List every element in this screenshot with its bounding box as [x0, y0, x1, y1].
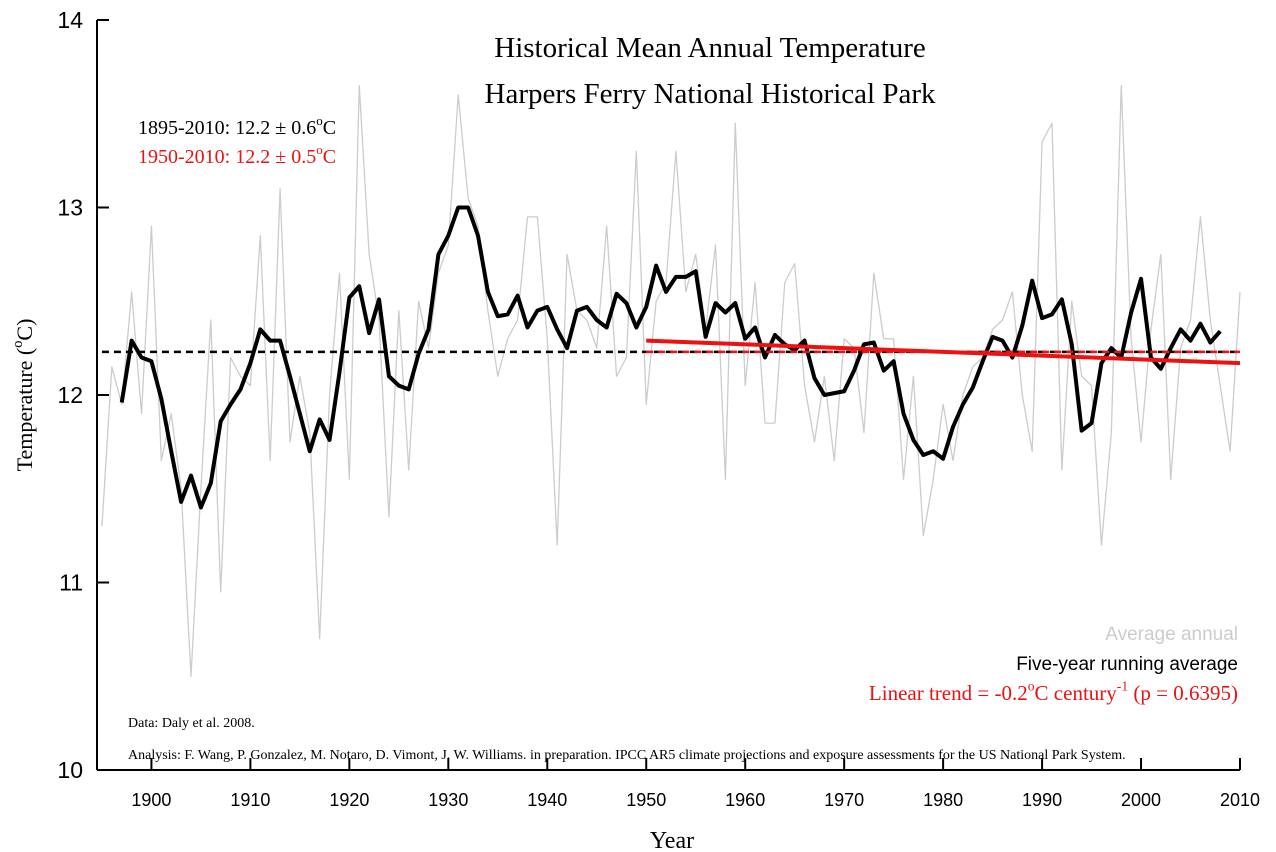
y-tick-label: 12 — [57, 382, 83, 408]
stat-annotation: 1950-2010: 12.2 ± 0.5oC — [138, 142, 336, 168]
stat-annotation: 1895-2010: 12.2 ± 0.6oC — [138, 113, 336, 139]
x-tick-label: 1920 — [329, 790, 369, 810]
x-tick-label: 2000 — [1121, 790, 1161, 810]
x-axis-label: Year — [650, 828, 694, 852]
y-tick-label: 14 — [57, 7, 83, 33]
source-note: Data: Daly et al. 2008. — [128, 716, 255, 731]
text-part: C) — [12, 319, 37, 341]
text-part: o — [316, 142, 323, 157]
chart-title: Harpers Ferry National Historical Park — [485, 78, 936, 110]
text-part: o — [10, 341, 26, 348]
text-part: C — [323, 117, 336, 139]
text-part: o — [1028, 679, 1035, 694]
x-tick-label: 1930 — [428, 790, 468, 810]
x-tick-label: 1900 — [131, 790, 171, 810]
text-part: o — [316, 113, 323, 128]
text-part: Linear trend = -0.2 — [869, 681, 1028, 705]
series-line — [119, 205, 1222, 510]
y-tick-label: 11 — [59, 570, 83, 596]
x-tick-label: 1960 — [725, 790, 765, 810]
text-part: Temperature ( — [12, 348, 37, 472]
source-note: Analysis: F. Wang, P. Gonzalez, M. Notar… — [128, 748, 1126, 763]
chart-title: Historical Mean Annual Temperature — [494, 32, 926, 64]
x-tick-label: 1910 — [230, 790, 270, 810]
x-tick-label: 2010 — [1220, 790, 1260, 810]
legend-entry: Linear trend = -0.2oC century-1 (p = 0.6… — [869, 679, 1238, 705]
x-tick-label: 1980 — [923, 790, 963, 810]
legend-entry: Five-year running average — [1016, 654, 1238, 675]
y-tick-label: 13 — [57, 195, 83, 221]
text-part: 1950-2010: 12.2 ± 0.5 — [138, 146, 316, 168]
text-part: C — [323, 146, 336, 168]
x-tick-label: 1940 — [527, 790, 567, 810]
x-tick-label: 1950 — [626, 790, 666, 810]
trend-line — [646, 338, 1241, 366]
series-line — [101, 84, 1241, 677]
y-axis-label: Temperature (oC) — [10, 319, 37, 472]
text-part: -1 — [1117, 679, 1128, 694]
x-tick-label: 1970 — [824, 790, 864, 810]
text-part: 1895-2010: 12.2 ± 0.6 — [138, 117, 316, 139]
x-tick-label: 1990 — [1022, 790, 1062, 810]
legend-entry: Average annual — [1105, 624, 1238, 645]
text-part: C century — [1035, 681, 1118, 705]
y-tick-label: 10 — [57, 757, 83, 783]
text-part: (p = 0.6395) — [1128, 681, 1238, 705]
